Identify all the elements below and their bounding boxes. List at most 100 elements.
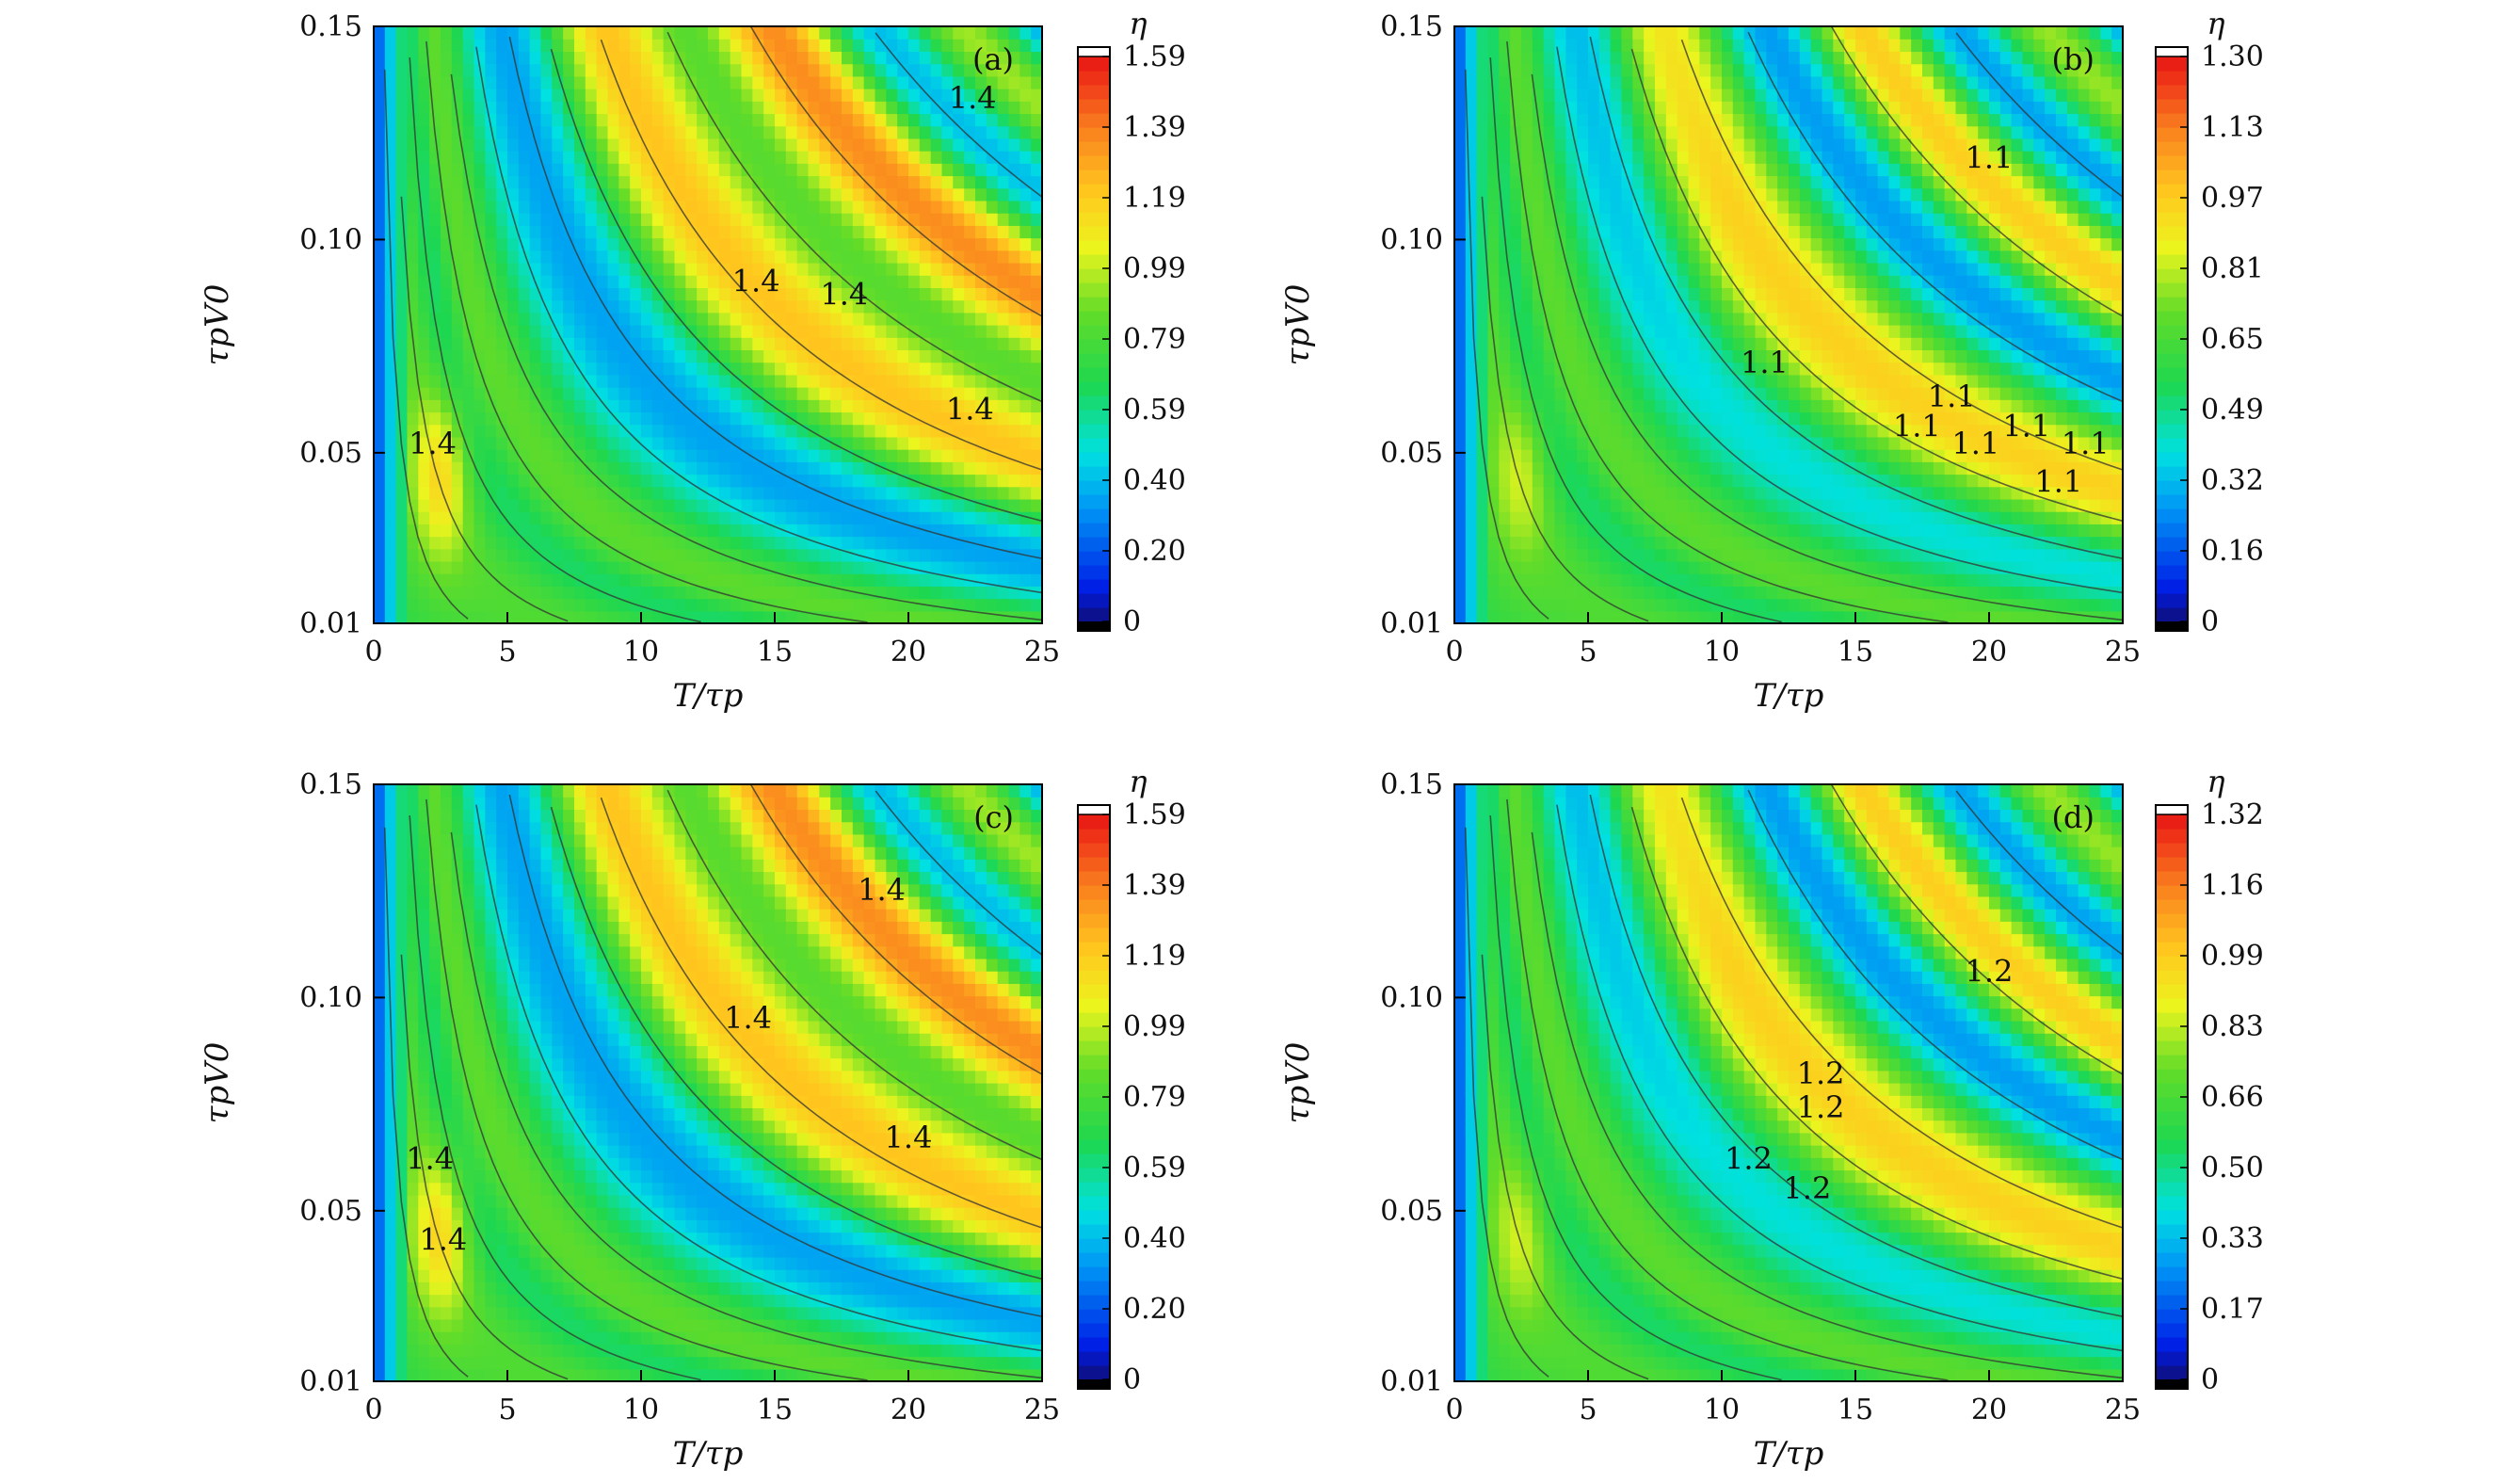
heatmap-cell (1510, 399, 1522, 413)
heatmap-cell (596, 548, 609, 562)
heatmap-cell (451, 213, 464, 226)
heatmap-cell (953, 586, 965, 600)
heatmap-cell (1866, 125, 1879, 139)
heatmap-cell (574, 449, 586, 462)
heatmap-cell (596, 275, 609, 288)
heatmap-cell (775, 287, 787, 301)
heatmap-cell (1031, 536, 1043, 550)
heatmap-cell (1008, 424, 1020, 438)
heatmap-cell (796, 51, 810, 65)
heatmap-cell (1732, 436, 1745, 450)
colorbar-step (1078, 353, 1110, 368)
heatmap-cell (897, 573, 909, 587)
heatmap-cell (1877, 75, 1890, 89)
heatmap-cell (618, 399, 631, 413)
heatmap-cell (496, 39, 508, 53)
heatmap-cell (697, 498, 709, 512)
heatmap-cell (1031, 213, 1043, 226)
heatmap-cell (1465, 486, 1478, 500)
heatmap-cell (708, 275, 720, 288)
heatmap-cell (1833, 151, 1845, 164)
heatmap-cell (1888, 137, 1901, 152)
heatmap-cell (1810, 101, 1823, 115)
heatmap-cell (730, 39, 743, 53)
heatmap-cell (441, 610, 453, 624)
heatmap-cell (429, 362, 441, 376)
heatmap-cell (596, 26, 609, 40)
heatmap-cell (852, 411, 865, 426)
heatmap-cell (474, 187, 486, 201)
heatmap-cell (1810, 89, 1823, 102)
heatmap-cell (474, 573, 486, 587)
heatmap-cell (730, 200, 743, 214)
heatmap-cell (1019, 337, 1032, 351)
heatmap-cell (1577, 536, 1589, 550)
heatmap-cell (552, 250, 564, 264)
heatmap-cell (1655, 337, 1667, 351)
heatmap-cell (496, 374, 508, 388)
heatmap-cell (540, 374, 553, 388)
heatmap-cell (1644, 337, 1656, 351)
heatmap-cell (674, 424, 686, 438)
heatmap-cell (596, 337, 609, 351)
heatmap-cell (1644, 275, 1656, 288)
heatmap-cell (395, 63, 409, 77)
heatmap-cell (852, 511, 865, 524)
heatmap-cell (1632, 511, 1645, 524)
heatmap-cell (395, 362, 409, 376)
heatmap-cell (685, 436, 698, 450)
heatmap-cell (1577, 610, 1589, 624)
heatmap-cell (785, 163, 798, 177)
heatmap-cell (1019, 89, 1032, 102)
heatmap-cell (585, 511, 598, 524)
heatmap-cell (1877, 312, 1890, 326)
heatmap-cell (1743, 436, 1757, 450)
heatmap-cell (1777, 151, 1790, 164)
heatmap-cell (1588, 387, 1600, 400)
heatmap-cell (407, 560, 419, 574)
colorbar-step (1078, 480, 1110, 495)
heatmap-cell (785, 536, 798, 550)
colorbar-step (1078, 226, 1110, 241)
heatmap-cell (518, 524, 531, 538)
heatmap-cell (1632, 573, 1645, 587)
heatmap-cell (852, 39, 865, 53)
heatmap-cell (641, 63, 653, 77)
heatmap-cell (395, 287, 409, 301)
heatmap-cell (708, 75, 720, 89)
heatmap-cell (651, 237, 665, 251)
heatmap-cell (1710, 461, 1723, 476)
heatmap-cell (441, 598, 453, 612)
heatmap-cell (651, 349, 665, 363)
heatmap-cell (507, 151, 520, 164)
heatmap-cell (518, 610, 531, 624)
heatmap-cell (507, 89, 520, 102)
heatmap-cell (641, 411, 653, 426)
heatmap-cell (651, 26, 665, 40)
heatmap-cell (741, 399, 753, 413)
heatmap-cell (919, 436, 932, 450)
heatmap-cell (1710, 163, 1723, 177)
heatmap-cell (1644, 213, 1656, 226)
heatmap-cell (930, 287, 943, 301)
heatmap-cell (1833, 586, 1845, 600)
heatmap-cell (1677, 275, 1690, 288)
heatmap-cell (997, 262, 1010, 276)
heatmap-cell (1665, 75, 1678, 89)
heatmap-cell (663, 399, 676, 413)
heatmap-cell (585, 225, 598, 239)
heatmap-cell (1598, 26, 1612, 40)
heatmap-cell (651, 151, 665, 164)
heatmap-cell (1900, 498, 1912, 512)
heatmap-cell (775, 498, 787, 512)
heatmap-cell (863, 200, 876, 214)
heatmap-cell (875, 498, 887, 512)
heatmap-cell (585, 436, 598, 450)
heatmap-cell (1855, 237, 1868, 251)
heatmap-cell (374, 312, 386, 326)
heatmap-cell (875, 287, 887, 301)
heatmap-cell (1019, 362, 1032, 376)
heatmap-cell (819, 312, 831, 326)
heatmap-cell (775, 299, 787, 314)
heatmap-cell (953, 461, 965, 476)
